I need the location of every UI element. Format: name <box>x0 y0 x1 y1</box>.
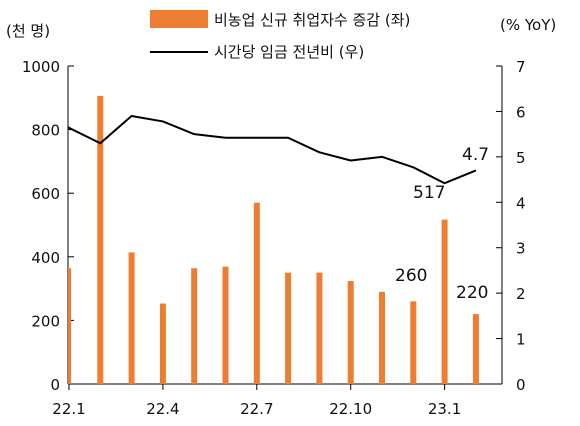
right-tick-label: 5 <box>516 149 526 167</box>
x-tick-label: 22.7 <box>240 400 273 418</box>
bar <box>285 272 292 384</box>
left-tick-label: 800 <box>31 122 60 140</box>
left-tick-label: 200 <box>31 312 60 330</box>
bar <box>128 252 135 384</box>
annotation-label-260: 260 <box>395 266 427 286</box>
bar <box>347 280 354 384</box>
bar <box>97 95 104 384</box>
x-tick-label: 23.1 <box>428 400 461 418</box>
left-tick-label: 0 <box>50 376 60 394</box>
bar <box>441 219 448 384</box>
x-tick-label: 22.10 <box>329 400 372 418</box>
bar <box>379 291 385 384</box>
bar-series <box>68 95 479 384</box>
bar <box>472 314 479 384</box>
left-tick-label: 400 <box>31 249 60 267</box>
x-tick-label: 22.1 <box>52 400 85 418</box>
right-tick-label: 3 <box>516 240 526 258</box>
bar <box>253 202 260 384</box>
bar <box>316 272 323 384</box>
legend: 비농업 신규 취업자수 증감 (좌) 시간당 임금 전년비 (우) <box>150 10 410 61</box>
right-tick-label: 1 <box>516 331 526 349</box>
left-tick-label: 600 <box>31 185 60 203</box>
x-axis-ticks: 22.1 22.4 22.7 22.10 23.1 <box>52 384 461 418</box>
line-series <box>67 114 477 185</box>
right-axis-unit-label: (% YoY) <box>500 16 556 34</box>
bar <box>68 268 71 384</box>
annotation-label-4-7: 4.7 <box>462 145 489 165</box>
left-axis-ticks: 0 200 400 600 800 1000 <box>22 58 74 394</box>
left-tick-label: 1000 <box>22 58 60 76</box>
right-axis-ticks: 0 1 2 3 4 5 6 7 <box>496 58 526 394</box>
legend-bar-swatch <box>150 10 208 28</box>
x-tick-label: 22.4 <box>146 400 179 418</box>
right-tick-label: 7 <box>516 58 526 76</box>
bar <box>222 266 229 384</box>
right-tick-label: 4 <box>516 194 526 212</box>
annotation-label-220: 220 <box>456 283 488 303</box>
right-tick-label: 2 <box>516 285 526 303</box>
bar <box>410 301 417 384</box>
bar <box>159 303 166 384</box>
right-tick-label: 0 <box>516 376 526 394</box>
annotation-label-517: 517 <box>413 183 445 203</box>
wage-line <box>67 114 477 185</box>
legend-line-label: 시간당 임금 전년비 (우) <box>214 43 364 61</box>
legend-bar-label: 비농업 신규 취업자수 증감 (좌) <box>214 11 410 29</box>
right-tick-label: 6 <box>516 103 526 121</box>
bar <box>191 268 198 384</box>
left-axis-unit-label: (천 명) <box>6 22 50 40</box>
